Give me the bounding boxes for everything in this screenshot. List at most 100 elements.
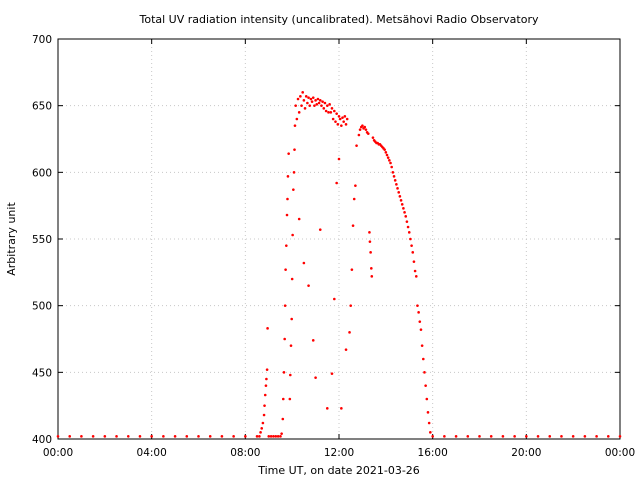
data-point — [370, 275, 374, 278]
data-point — [606, 435, 610, 438]
data-point — [308, 104, 312, 107]
data-point — [560, 435, 563, 438]
data-point — [327, 111, 330, 114]
data-point — [513, 435, 516, 438]
data-point — [260, 427, 264, 430]
data-point — [402, 207, 405, 210]
data-point — [363, 125, 367, 129]
data-point — [395, 183, 398, 186]
data-point — [423, 371, 426, 374]
data-point — [262, 413, 266, 417]
data-point — [427, 421, 431, 425]
data-point — [288, 397, 292, 401]
data-point — [361, 124, 364, 127]
data-point — [282, 371, 286, 374]
x-tick-label: 20:00 — [511, 447, 541, 459]
data-point — [297, 111, 301, 114]
grid-lines — [58, 39, 620, 439]
data-point — [370, 267, 373, 270]
data-point — [344, 348, 348, 351]
data-point — [525, 435, 528, 438]
data-point — [315, 103, 319, 106]
data-point — [309, 97, 313, 101]
data-point — [536, 435, 540, 438]
data-point — [595, 435, 598, 438]
data-point — [548, 435, 552, 438]
chart-title: Total UV radiation intensity (uncalibrat… — [139, 13, 539, 26]
data-point — [313, 104, 316, 107]
data-point — [91, 435, 95, 438]
data-point — [285, 213, 289, 217]
data-point — [173, 435, 177, 438]
data-point — [425, 397, 429, 401]
data-point — [383, 148, 386, 151]
data-point — [443, 435, 446, 438]
data-point — [291, 233, 294, 237]
data-point — [68, 435, 72, 438]
data-point — [297, 217, 301, 221]
data-point — [341, 116, 344, 119]
data-point — [489, 435, 493, 438]
data-point — [337, 115, 341, 118]
data-point — [138, 435, 142, 438]
data-point — [399, 199, 403, 202]
data-point — [330, 107, 334, 110]
data-point — [398, 195, 402, 198]
data-point — [352, 197, 356, 201]
data-point — [272, 435, 275, 438]
data-point — [292, 188, 295, 191]
data-point — [300, 104, 303, 107]
data-point — [263, 404, 266, 407]
data-point — [419, 328, 423, 331]
data-point — [265, 368, 269, 371]
data-point — [325, 407, 329, 410]
data-point — [478, 435, 481, 438]
data-point — [366, 132, 370, 135]
data-point — [335, 181, 338, 185]
data-point — [115, 435, 118, 438]
x-tick-label: 08:00 — [230, 447, 260, 459]
data-point — [333, 297, 336, 301]
data-point — [328, 103, 331, 106]
data-point — [290, 277, 294, 281]
data-point — [321, 100, 324, 103]
data-point — [286, 175, 290, 178]
data-point — [289, 344, 293, 347]
data-point — [368, 231, 371, 234]
data-point — [103, 435, 107, 438]
data-point — [288, 373, 292, 377]
y-tick-label: 650 — [32, 101, 52, 113]
data-point — [320, 104, 323, 107]
data-point — [284, 268, 287, 271]
data-point — [302, 261, 306, 265]
data-point — [355, 144, 358, 147]
data-point — [274, 435, 278, 438]
data-point — [294, 104, 297, 107]
data-point — [290, 317, 293, 321]
data-point — [340, 407, 343, 410]
data-point — [369, 251, 372, 254]
data-point — [265, 377, 268, 381]
data-point — [418, 320, 422, 323]
data-point — [409, 237, 412, 241]
data-point — [197, 435, 200, 438]
data-point — [389, 161, 392, 165]
data-point — [454, 435, 458, 438]
y-tick-label: 500 — [32, 301, 52, 313]
data-point — [405, 220, 409, 223]
data-point — [350, 268, 354, 271]
data-point — [318, 228, 322, 231]
data-point — [280, 432, 283, 435]
data-point — [431, 435, 434, 438]
data-point — [283, 337, 286, 341]
data-point — [208, 435, 212, 438]
data-point — [126, 435, 130, 438]
data-point — [317, 101, 321, 105]
data-point — [329, 111, 333, 114]
data-point — [325, 104, 329, 107]
data-point — [388, 159, 391, 162]
data-point — [618, 435, 622, 438]
data-point — [501, 435, 505, 438]
data-point — [162, 435, 165, 438]
data-point — [269, 435, 273, 438]
